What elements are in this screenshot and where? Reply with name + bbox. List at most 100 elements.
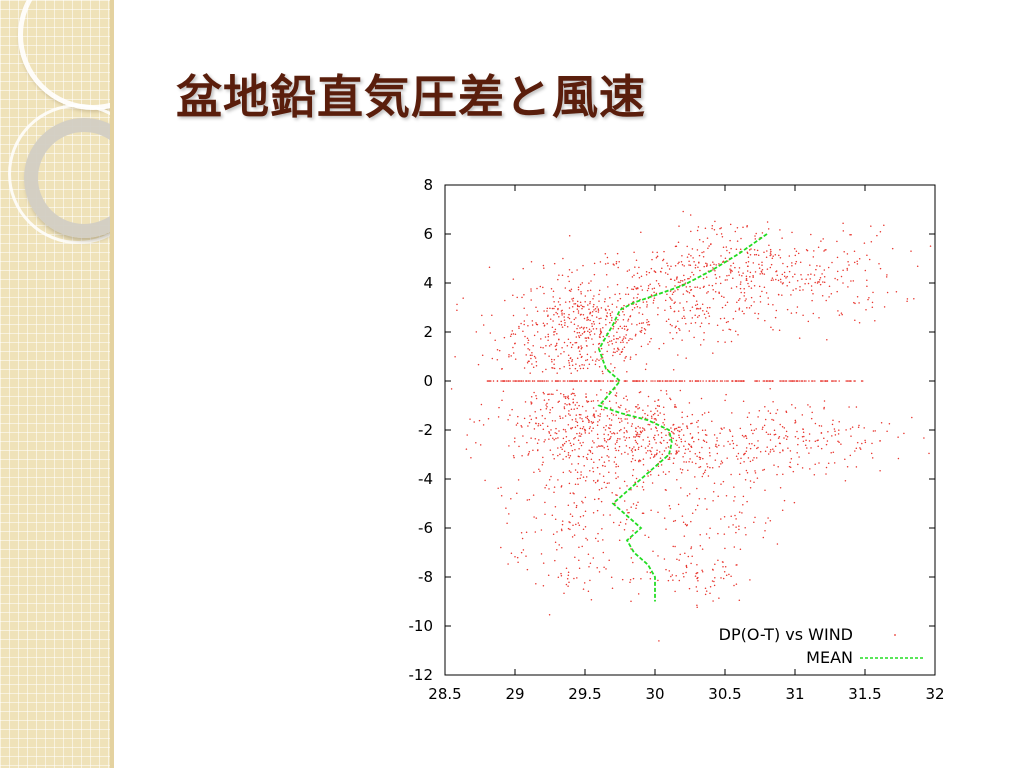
scatter-point [738, 525, 740, 527]
scatter-point [674, 265, 677, 267]
scatter-point [696, 316, 699, 318]
scatter-point [684, 440, 686, 443]
scatter-point [612, 354, 614, 357]
scatter-point [725, 495, 728, 497]
scatter-point [831, 261, 833, 264]
scatter-point [629, 315, 631, 318]
scatter-point [586, 400, 588, 402]
scatter-point [561, 346, 563, 349]
scatter-point [789, 466, 792, 469]
scatter-point [680, 279, 682, 282]
scatter-point [673, 457, 675, 460]
scatter-point [541, 414, 544, 417]
scatter-point [568, 317, 571, 320]
scatter-point [646, 319, 648, 321]
scatter-point [879, 267, 882, 270]
scatter-point [564, 321, 566, 324]
scatter-point [559, 297, 561, 300]
scatter-point [635, 507, 637, 509]
scatter-point [690, 547, 692, 550]
scatter-point [552, 367, 554, 369]
scatter-point [756, 477, 759, 479]
scatter-point [705, 276, 708, 278]
scatter-point [687, 469, 689, 472]
scatter-point [656, 404, 659, 407]
scatter-point [711, 225, 714, 227]
scatter-point [535, 517, 538, 519]
scatter-point [553, 359, 556, 361]
scatter-point-zero [793, 380, 796, 382]
scatter-point [750, 287, 753, 289]
scatter-point [746, 265, 749, 268]
scatter-point [753, 248, 756, 251]
scatter-point [603, 446, 605, 449]
scatter-point [589, 426, 591, 428]
scatter-point [601, 464, 604, 467]
scatter-point-zero [681, 380, 684, 382]
scatter-point [655, 256, 658, 259]
scatter-point [645, 271, 648, 273]
scatter-point [619, 438, 621, 440]
scatter-point [512, 455, 515, 457]
scatter-point [741, 310, 744, 313]
scatter-point [648, 323, 651, 326]
scatter-point [694, 476, 696, 478]
scatter-point [734, 230, 737, 233]
scatter-point [678, 261, 680, 263]
scatter-point [712, 491, 715, 493]
scatter-point [609, 312, 612, 315]
scatter-point [756, 249, 759, 252]
scatter-point [734, 266, 736, 269]
scatter-point [565, 567, 568, 570]
scatter-point [613, 335, 615, 337]
scatter-point [544, 501, 546, 504]
scatter-point [706, 463, 708, 465]
scatter-point [745, 469, 748, 472]
scatter-point [735, 455, 738, 457]
scatter-point-zero [507, 380, 510, 382]
scatter-point [626, 418, 628, 420]
scatter-point [763, 468, 766, 471]
scatter-point [744, 300, 746, 302]
scatter-point [830, 452, 832, 454]
scatter-point [587, 290, 589, 292]
scatter-point-zero [522, 380, 525, 382]
scatter-point [527, 454, 529, 456]
scatter-point [608, 308, 611, 311]
scatter-point [643, 428, 645, 430]
scatter-point [590, 280, 592, 282]
scatter-point [886, 274, 888, 276]
scatter-point [705, 310, 708, 313]
scatter-point [739, 297, 741, 300]
scatter-point [637, 403, 639, 406]
scatter-point [567, 527, 570, 530]
scatter-point [548, 479, 551, 481]
scatter-point [746, 500, 748, 503]
scatter-point [601, 487, 603, 490]
scatter-point [786, 275, 788, 278]
scatter-point [647, 395, 650, 398]
scatter-point [641, 427, 644, 429]
scatter-point [639, 391, 642, 393]
scatter-point [826, 339, 828, 341]
scatter-point [781, 273, 784, 276]
scatter-point [770, 326, 772, 329]
scatter-point [700, 397, 703, 400]
scatter-point [586, 458, 589, 460]
scatter-point [730, 287, 733, 289]
scatter-point [636, 272, 639, 275]
scatter-point [740, 281, 742, 283]
scatter-point [807, 404, 809, 406]
scatter-point [577, 439, 580, 441]
chart-legend: DP(O-T) vs WIND MEAN [719, 625, 923, 667]
scatter-point [623, 500, 626, 502]
scatter-point [724, 341, 726, 343]
scatter-point [804, 444, 807, 447]
scatter-point [588, 565, 590, 568]
scatter-point [574, 426, 577, 428]
scatter-point [602, 327, 604, 329]
scatter-point [675, 453, 677, 455]
scatter-point [617, 327, 620, 330]
scatter-point [689, 276, 692, 278]
slide-title: 盆地鉛直気圧差と風速 [176, 70, 646, 124]
